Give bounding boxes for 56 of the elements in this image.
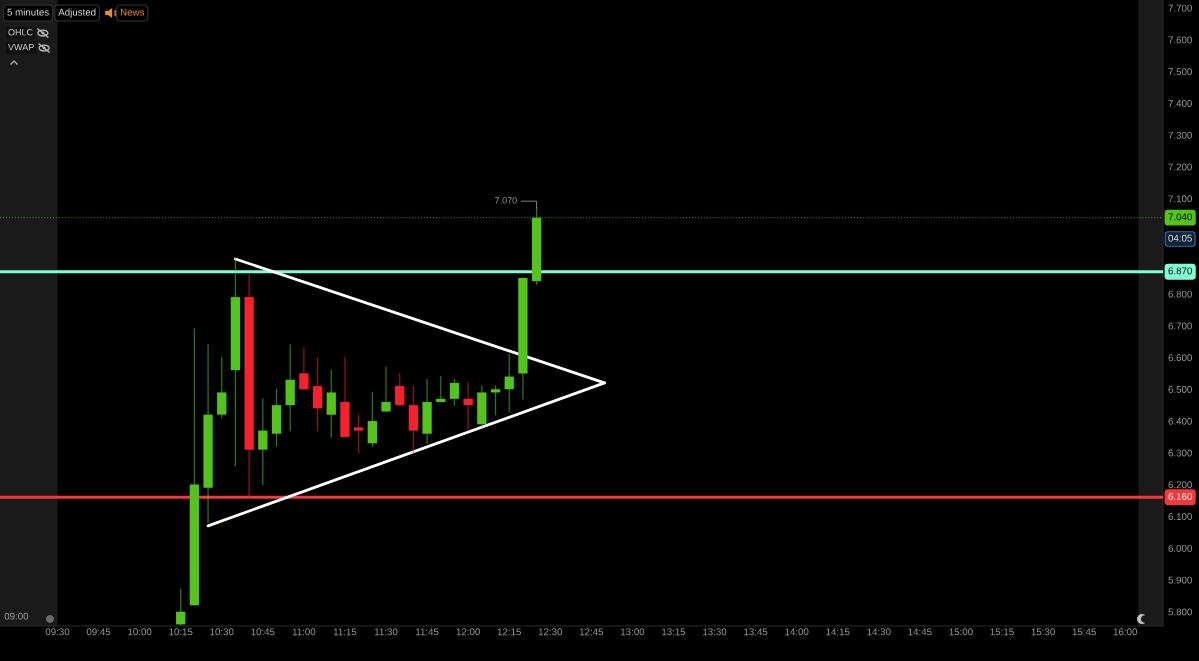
x-tick-label: 16:00 [1113,628,1137,636]
y-tick-label: 6.800 [1168,290,1192,298]
x-tick-label: 14:45 [908,628,932,636]
x-tick-label: 11:00 [292,628,316,636]
x-tick-label: 09:45 [86,628,111,636]
annotation: OHLC [8,29,33,36]
x-tick-label: 10:15 [169,628,193,636]
annotation: VWAP [8,44,34,51]
x-tick-label: 12:00 [456,628,480,636]
y-tick-label: 6.000 [1168,544,1192,552]
y-tick-label: 7.300 [1168,131,1192,139]
y-tick-label: 6.400 [1168,417,1192,425]
x-tick-label: 13:30 [703,628,727,636]
y-tick-label: 7.500 [1168,68,1192,76]
x-tick-label: 14:00 [785,628,809,636]
x-tick-label: 10:30 [210,628,234,636]
y-tick-label: 6.700 [1168,322,1192,330]
x-tick-label: 12:45 [579,628,604,636]
x-tick-label: 11:15 [333,628,357,636]
y-tick-label: 7.400 [1168,100,1192,107]
x-tick-label: 13:15 [662,628,686,636]
x-tick-label: 11:45 [416,628,439,636]
annotation: News [120,8,145,16]
y-tick-label: 7.100 [1168,195,1192,203]
y-tick-label: 7.700 [1168,4,1192,12]
annotation: Adjusted [58,8,96,18]
ref-line-label: 7.040 [1168,213,1192,221]
x-tick-label: 11:30 [374,628,398,636]
x-tick-label: 13:45 [744,628,768,636]
x-tick-label: 15:45 [1072,628,1096,636]
ref-line-label: 6.870 [1168,267,1192,275]
x-tick-label: 12:30 [538,628,563,636]
x-tick-label: 15:15 [990,628,1014,636]
y-tick-label: 6.600 [1168,354,1192,362]
y-tick-label: 6.500 [1168,386,1192,393]
y-tick-label: 7.200 [1168,163,1192,171]
ref-line-label: 6.160 [1168,493,1192,500]
annotation: 09:00 [4,612,29,620]
x-tick-label: 09:30 [45,628,70,636]
x-tick-label: 15:30 [1031,628,1055,636]
annotation: 5 minutes [7,8,49,16]
x-tick-label: 10:45 [251,628,275,636]
x-tick-label: 13:00 [621,628,645,636]
x-tick-label: 14:30 [867,628,891,636]
x-tick-label: 15:00 [949,628,973,636]
y-tick-label: 6.100 [1168,513,1192,520]
x-tick-label: 14:15 [826,628,850,636]
y-tick-label: 6.200 [1168,481,1192,489]
y-tick-label: 5.900 [1168,576,1192,584]
y-tick-label: 6.300 [1168,449,1192,457]
y-tick-label: 7.600 [1168,36,1192,44]
x-tick-label: 12:15 [497,628,521,636]
annotation: 7.070 [495,197,517,204]
y-tick-label: 5.800 [1168,608,1192,616]
text: 04:05 [1168,234,1192,242]
x-tick-label: 10:00 [128,628,152,636]
